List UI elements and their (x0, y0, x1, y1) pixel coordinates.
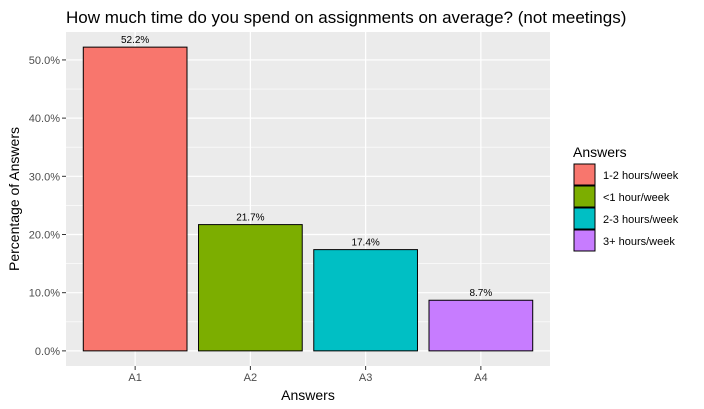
y-tick-label: 50.0% (29, 55, 60, 67)
y-tick-label: 0.0% (35, 346, 60, 358)
legend-label: 2-3 hours/week (603, 214, 679, 226)
legend-swatch (573, 163, 596, 186)
y-tick-label: 10.0% (29, 288, 60, 300)
legend-label: 1-2 hours/week (603, 170, 679, 182)
data-label: 52.2% (121, 35, 149, 46)
bars (82, 46, 534, 352)
data-label: 17.4% (351, 238, 379, 249)
legend: Answers 1-2 hours/week <1 hour/week 2-3 ho… (573, 144, 679, 252)
y-tick-label: 30.0% (29, 171, 60, 183)
y-axis-title: Percentage of Answers (6, 127, 22, 271)
x-axis-title: Answers (281, 387, 335, 403)
chart-title: How much time do you spend on assignment… (66, 8, 626, 27)
bar-a4 (428, 299, 534, 352)
bar-a3 (313, 249, 418, 352)
x-tick-label: A1 (128, 372, 141, 384)
legend-title: Answers (573, 144, 627, 160)
bar-a2 (198, 224, 303, 352)
legend-label: 3+ hours/week (603, 236, 675, 248)
data-label: 21.7% (236, 213, 264, 224)
data-label: 8.7% (469, 288, 492, 299)
y-axis: 0.0% 10.0% 20.0% 30.0% 40.0% 50.0% (29, 55, 66, 358)
x-tick-label: A4 (474, 372, 487, 384)
x-tick-label: A3 (359, 372, 372, 384)
legend-swatch (573, 229, 596, 252)
legend-swatch (573, 185, 596, 208)
legend-swatch (573, 207, 596, 230)
y-tick-label: 40.0% (29, 113, 60, 125)
x-tick-label: A2 (244, 372, 257, 384)
y-tick-label: 20.0% (29, 229, 60, 241)
bar-a1 (82, 46, 188, 352)
legend-label: <1 hour/week (603, 192, 670, 204)
x-axis: A1 A2 A3 A4 (128, 366, 488, 384)
data-labels: 52.2% 21.7% 17.4% 8.7% (121, 35, 492, 299)
